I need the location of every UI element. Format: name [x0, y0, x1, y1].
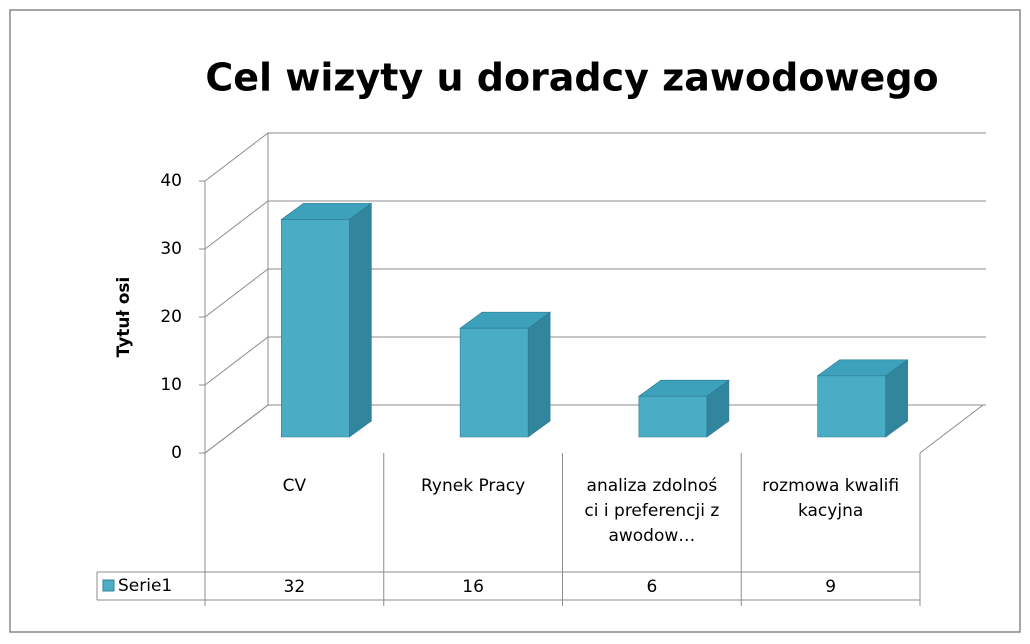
x-tick-label: analiza zdolności i preferencji zawodow… [584, 476, 720, 546]
table-value: 16 [462, 577, 484, 597]
bar-front [281, 219, 350, 438]
chart-title: Cel wizyty u doradcy zawodowego [205, 56, 938, 100]
x-tick-label: Rynek Pracy [421, 476, 526, 496]
grid-line [204, 132, 986, 182]
bar [459, 311, 552, 438]
bar-side [349, 202, 372, 438]
grid-line [204, 268, 986, 318]
grid-line [204, 200, 986, 250]
bar [637, 379, 730, 438]
bar-front [817, 375, 886, 438]
legend-label: Serie1 [118, 576, 172, 596]
y-tick-label: 20 [160, 307, 182, 327]
table-value: 32 [284, 577, 306, 597]
y-tick-label: 40 [160, 171, 182, 191]
legend-swatch [102, 579, 115, 592]
x-tick-label: CV [282, 476, 307, 496]
y-tick-label: 0 [171, 443, 182, 463]
grid-line [204, 404, 986, 454]
table-value: 9 [825, 577, 836, 597]
x-tick-label: rozmowa kwalifikacyjna [762, 476, 900, 521]
bar [816, 359, 909, 438]
grid-line [204, 336, 986, 386]
bar-front [459, 327, 529, 438]
bar-side [527, 311, 551, 438]
bar [280, 202, 373, 438]
y-tick-label: 10 [160, 375, 182, 395]
y-tick-label: 30 [160, 239, 182, 259]
y-axis-title: Tytuł osi [114, 277, 134, 358]
bar-front [638, 395, 708, 438]
table-value: 6 [646, 577, 657, 597]
